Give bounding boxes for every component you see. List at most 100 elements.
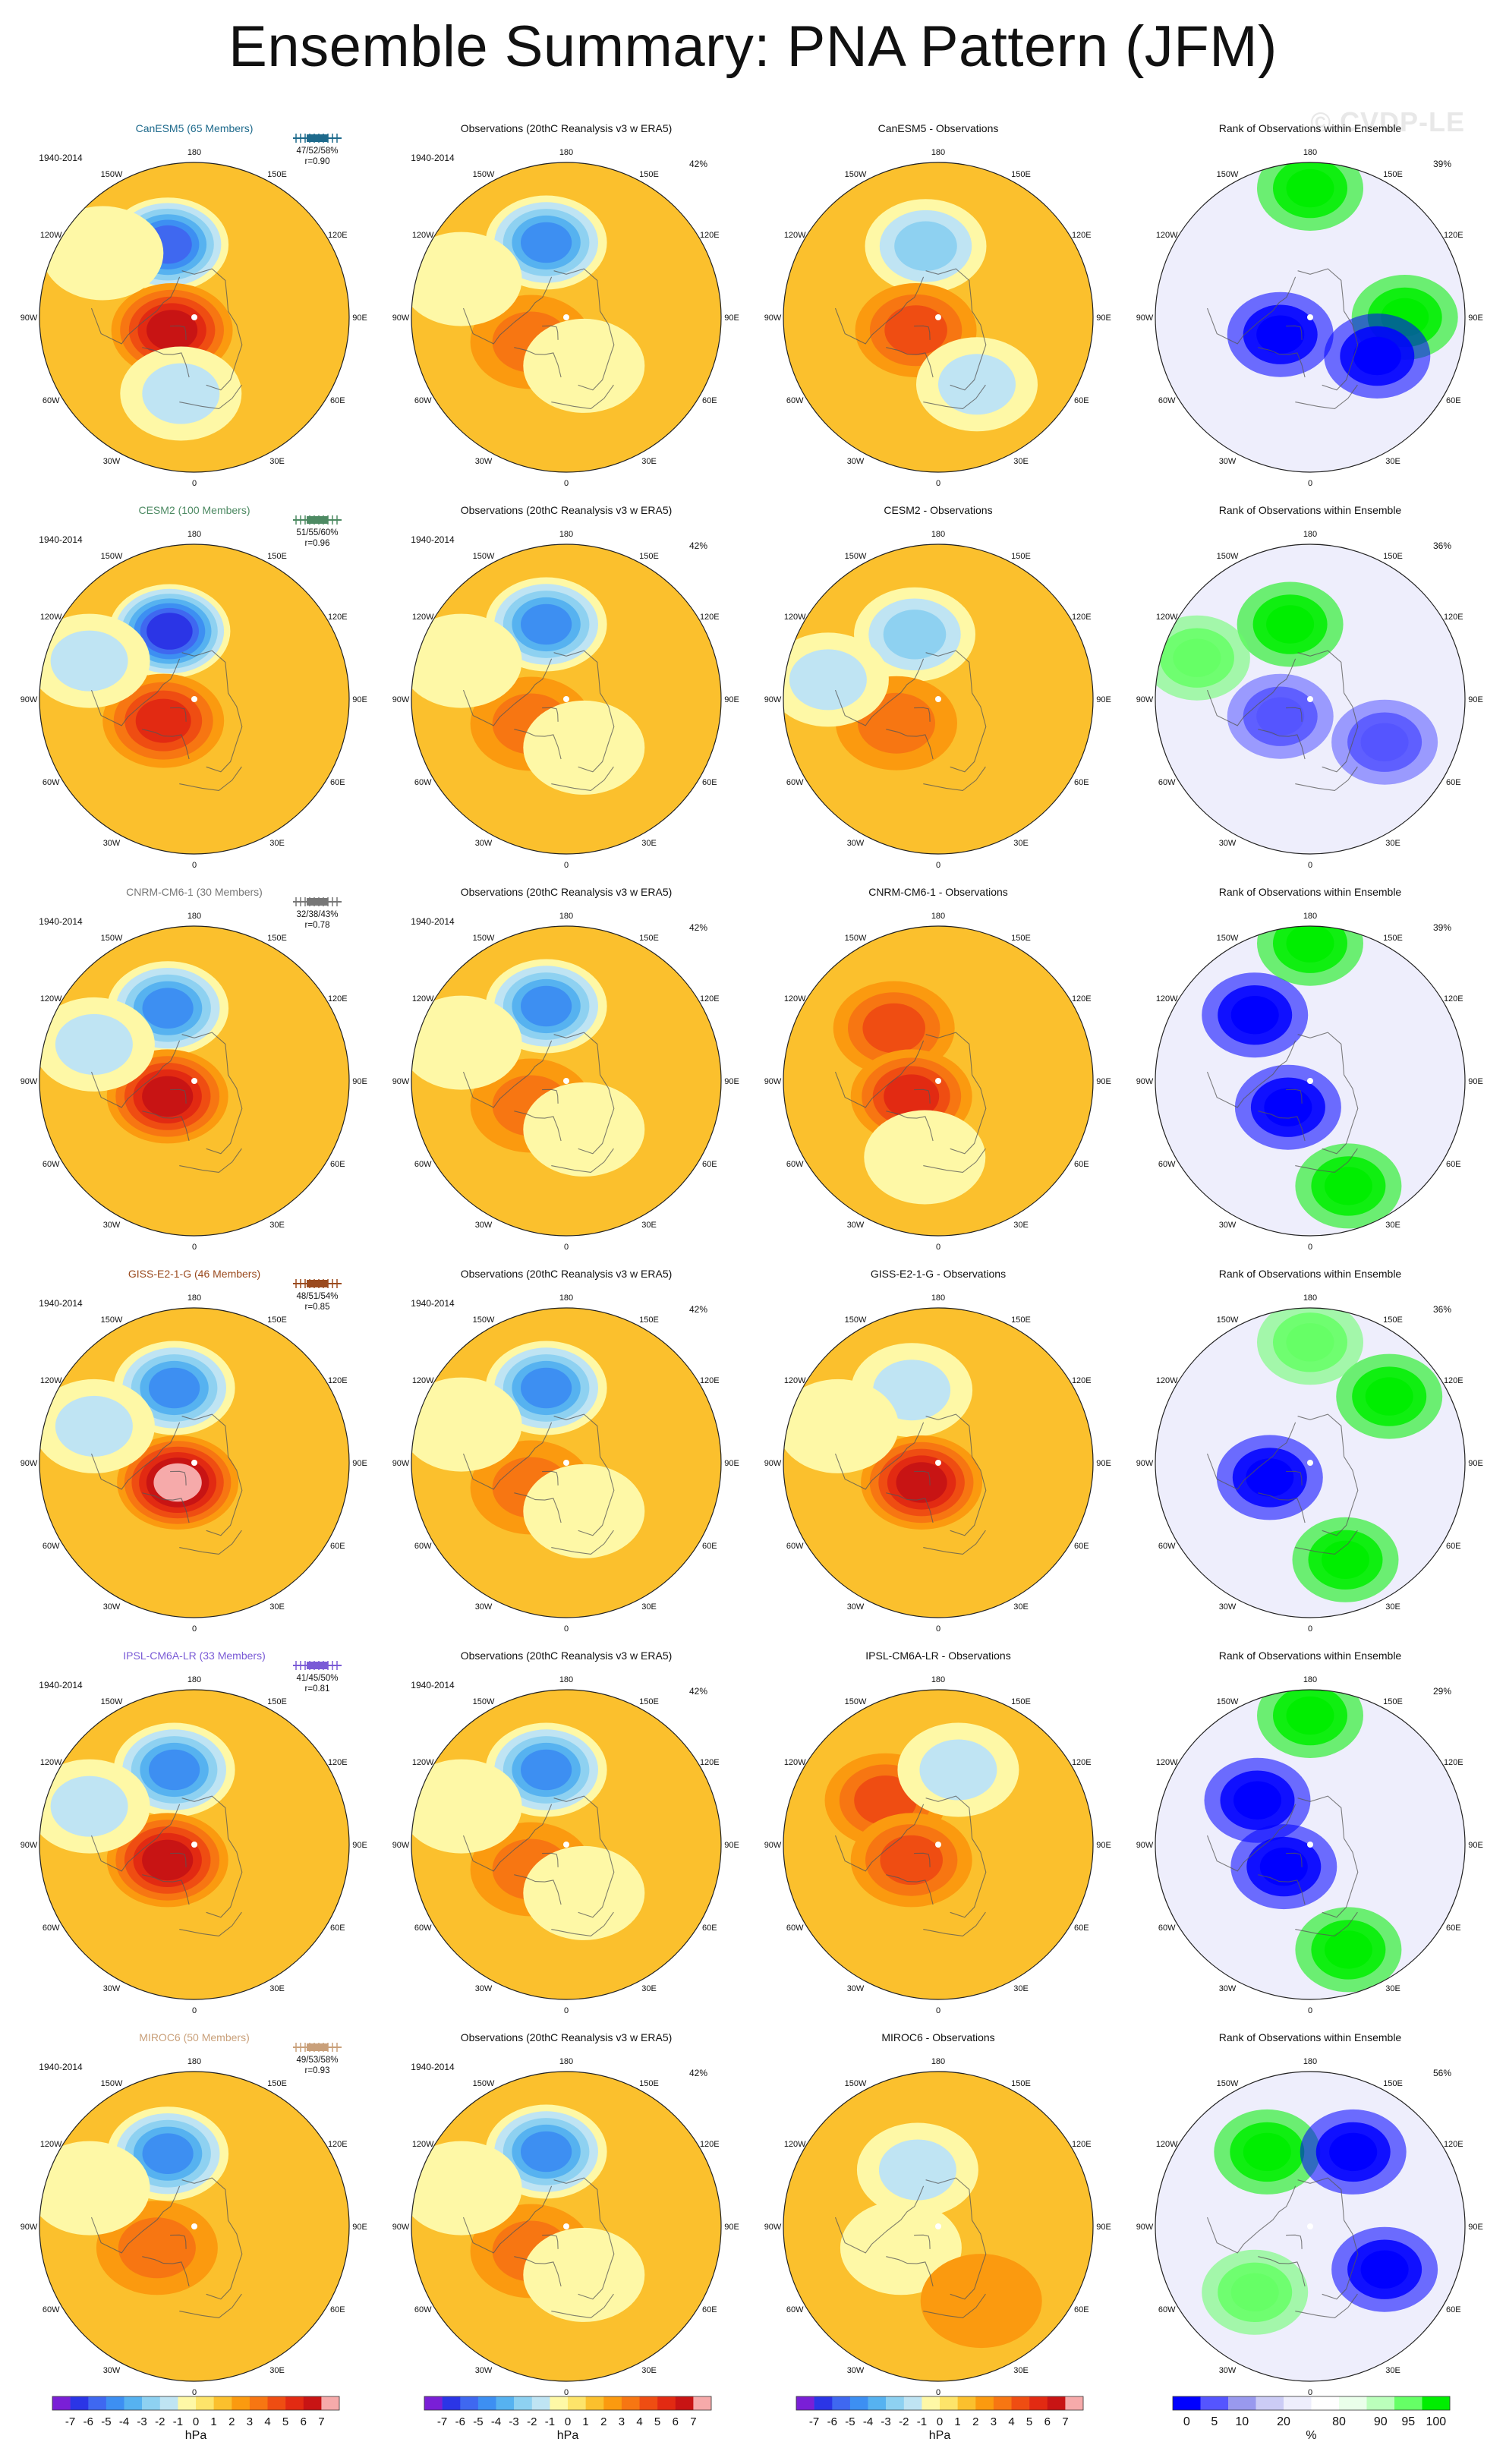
colorbar-swatch xyxy=(477,2396,496,2410)
longitude-label: 90E xyxy=(724,695,739,704)
colorbar-tick-label: -7 xyxy=(809,2415,819,2428)
colorbar-tick-label: -3 xyxy=(137,2415,147,2428)
anomaly-contour xyxy=(883,610,947,660)
pole-marker xyxy=(935,696,941,702)
colorbar-tick-label: 5 xyxy=(282,2415,288,2428)
longitude-label: 180 xyxy=(559,912,573,921)
longitude-label: 180 xyxy=(187,1293,201,1303)
coastline xyxy=(462,276,553,345)
longitude-label: 150W xyxy=(1217,2079,1239,2088)
longitude-label: 30E xyxy=(641,1602,657,1612)
pole-marker xyxy=(935,1842,941,1848)
map-border xyxy=(39,1307,350,1618)
anomaly-contour xyxy=(411,1377,522,1472)
coastline xyxy=(1286,2234,1303,2249)
model-members-label: MIROC6 (50 Members) xyxy=(139,2031,249,2043)
longitude-label: 30W xyxy=(103,839,121,848)
longitude-label: 150W xyxy=(845,1315,867,1325)
colorbar-swatch xyxy=(70,2396,89,2410)
colorbar-tick-label: -7 xyxy=(65,2415,75,2428)
longitude-label: 180 xyxy=(1303,148,1317,157)
coastline xyxy=(179,1530,242,1555)
longitude-label: 90E xyxy=(1096,1459,1111,1468)
colorbar-swatch xyxy=(903,2396,922,2410)
anomaly-contour xyxy=(55,1395,133,1457)
longitude-label: 120W xyxy=(40,994,62,1004)
colorbar-tick-label: -1 xyxy=(545,2415,555,2428)
longitude-label: 90W xyxy=(392,1459,410,1468)
coastline xyxy=(1286,1852,1303,1867)
period-label: 1940-2014 xyxy=(39,534,83,545)
longitude-label: 30E xyxy=(269,839,285,848)
coastline xyxy=(1295,2293,1358,2318)
longitude-label: 90E xyxy=(724,1077,739,1086)
stats-correlation: r=0.85 xyxy=(305,1303,330,1312)
longitude-label: 60W xyxy=(414,396,432,405)
longitude-label: 0 xyxy=(192,479,197,488)
longitude-label: 90W xyxy=(1136,1459,1154,1468)
rank-region xyxy=(1286,169,1334,208)
longitude-label: 0 xyxy=(936,2006,940,2015)
longitude-label: 120W xyxy=(784,994,806,1004)
coastline xyxy=(142,1874,190,1905)
longitude-label: 60E xyxy=(1446,1542,1461,1551)
pole-marker xyxy=(935,1078,941,1084)
longitude-label: 180 xyxy=(931,912,945,921)
colorbar-tick-label: 4 xyxy=(264,2415,270,2428)
colorbar-tick-label: 7 xyxy=(690,2415,696,2428)
colorbar-tick-label: -1 xyxy=(173,2415,183,2428)
longitude-label: 30W xyxy=(847,1221,865,1230)
longitude-label: 150E xyxy=(639,1315,659,1325)
model-members-label: GISS-E2-1-G (46 Members) xyxy=(128,1268,260,1280)
longitude-label: 30W xyxy=(1219,1602,1237,1612)
coastline xyxy=(1295,384,1358,409)
pole-marker xyxy=(563,1460,569,1466)
longitude-label: 120W xyxy=(1156,1758,1178,1767)
stats-percentiles: 41/45/50% xyxy=(297,1674,339,1683)
coastline xyxy=(923,384,986,409)
map-border xyxy=(1155,2071,1466,2382)
colorbar-swatch xyxy=(514,2396,532,2410)
coastline xyxy=(514,1492,562,1523)
longitude-label: 180 xyxy=(559,148,573,157)
rank-region xyxy=(1365,1377,1413,1416)
stats-box xyxy=(307,2043,328,2051)
coastline xyxy=(923,766,986,791)
longitude-label: 180 xyxy=(931,530,945,539)
longitude-label: 30W xyxy=(103,1602,121,1612)
anomaly-contour xyxy=(862,1003,925,1054)
longitude-label: 120E xyxy=(700,231,720,240)
rank-region xyxy=(1243,2132,1291,2172)
difference-title: CNRM-CM6-1 - Observations xyxy=(868,886,1008,898)
longitude-label: 0 xyxy=(192,1624,197,1634)
stats-percentiles: 51/55/60% xyxy=(297,528,339,537)
coastline xyxy=(1258,1874,1306,1905)
longitude-label: 90W xyxy=(764,1841,782,1850)
colorbar-swatch xyxy=(993,2396,1012,2410)
map-field xyxy=(783,544,1093,854)
rank-region xyxy=(1360,723,1409,761)
longitude-label: 60W xyxy=(786,1542,804,1551)
map-border xyxy=(783,162,1094,473)
observations-title: Observations (20thC Reanalysis v3 w ERA5… xyxy=(461,886,673,898)
longitude-label: 0 xyxy=(936,1243,940,1252)
longitude-label: 60E xyxy=(702,1542,717,1551)
coastline xyxy=(514,347,562,378)
rank-colorbar-swatch xyxy=(1366,2396,1395,2410)
coastline xyxy=(542,1089,559,1104)
page-title: Ensemble Summary: PNA Pattern (JFM) xyxy=(228,14,1278,79)
coastline xyxy=(1286,707,1303,722)
longitude-label: 60W xyxy=(43,1160,60,1169)
longitude-label: 0 xyxy=(192,861,197,870)
longitude-label: 60E xyxy=(330,1542,345,1551)
colorbar-swatch xyxy=(106,2396,124,2410)
longitude-label: 90E xyxy=(352,314,367,323)
longitude-label: 150W xyxy=(473,1315,495,1325)
colorbar-swatch xyxy=(321,2396,340,2410)
longitude-label: 120E xyxy=(1444,1376,1463,1385)
longitude-label: 120E xyxy=(700,994,720,1004)
coastline xyxy=(925,650,987,773)
rank-colorbar-tick-label: 20 xyxy=(1277,2415,1290,2428)
longitude-label: 150W xyxy=(845,552,867,561)
pole-marker xyxy=(191,314,197,320)
